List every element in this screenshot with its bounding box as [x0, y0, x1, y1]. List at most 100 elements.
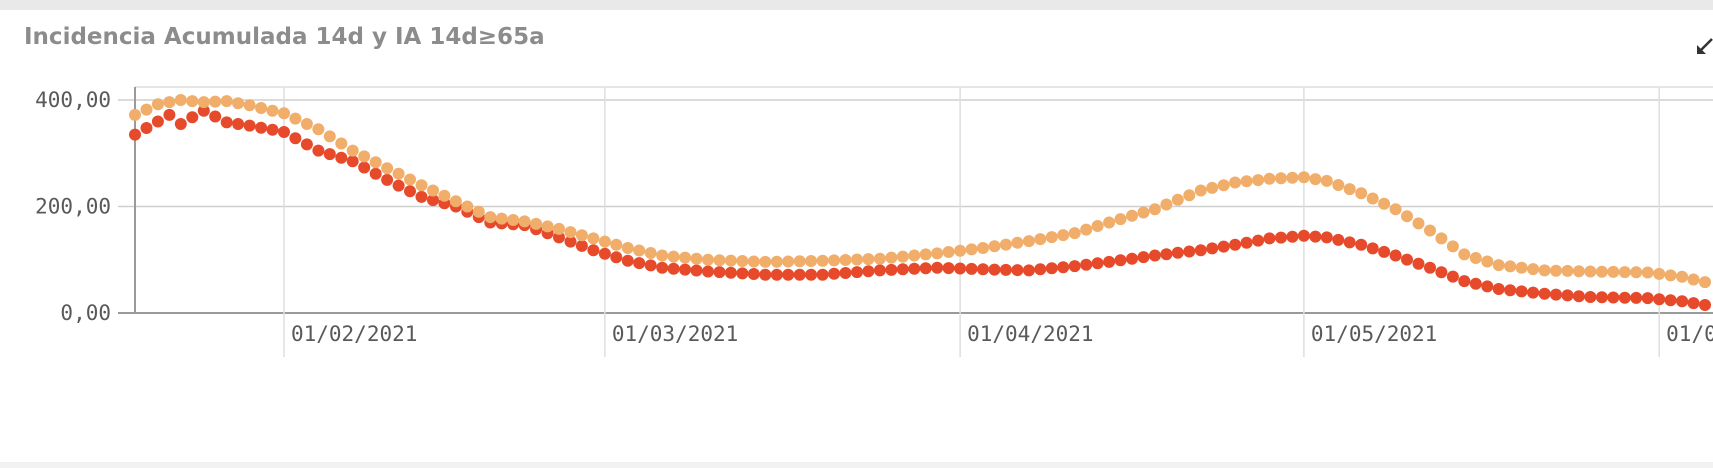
data-point[interactable] [209, 110, 222, 123]
data-point[interactable] [747, 268, 760, 280]
data-point[interactable] [656, 249, 669, 262]
data-point[interactable] [1286, 230, 1299, 243]
data-point[interactable] [1366, 192, 1379, 205]
data-point[interactable] [908, 249, 921, 262]
data-point[interactable] [1194, 244, 1207, 257]
data-point[interactable] [427, 184, 439, 197]
data-point[interactable] [1011, 264, 1024, 277]
data-point[interactable] [1263, 232, 1276, 245]
data-point[interactable] [427, 194, 439, 207]
data-point[interactable] [129, 128, 141, 141]
data-point[interactable] [1309, 230, 1322, 243]
data-point[interactable] [1183, 245, 1196, 258]
data-point[interactable] [278, 126, 290, 138]
data-point[interactable] [1618, 266, 1631, 279]
data-point[interactable] [1584, 291, 1597, 303]
data-point[interactable] [1275, 172, 1287, 185]
data-point[interactable] [1687, 297, 1700, 310]
data-point[interactable] [415, 179, 428, 192]
data-point[interactable] [1446, 270, 1459, 283]
data-point[interactable] [862, 265, 875, 278]
data-point[interactable] [805, 268, 818, 281]
data-point[interactable] [862, 253, 875, 266]
data-point[interactable] [1091, 220, 1104, 232]
data-point[interactable] [1515, 285, 1528, 298]
data-point[interactable] [1068, 227, 1081, 240]
data-point[interactable] [1561, 289, 1574, 302]
data-point[interactable] [1458, 248, 1471, 261]
data-point[interactable] [1595, 291, 1608, 304]
data-point[interactable] [1229, 176, 1242, 189]
data-point[interactable] [1469, 252, 1482, 264]
data-point[interactable] [163, 96, 176, 109]
data-point[interactable] [541, 220, 554, 233]
data-point[interactable] [484, 211, 497, 224]
data-point[interactable] [1275, 231, 1287, 244]
data-point[interactable] [1664, 269, 1677, 282]
data-point[interactable] [129, 108, 141, 121]
data-point[interactable] [988, 240, 1001, 253]
data-point[interactable] [1676, 295, 1689, 308]
data-point[interactable] [369, 156, 382, 169]
data-point[interactable] [816, 268, 829, 281]
data-point[interactable] [1446, 240, 1459, 253]
data-point[interactable] [220, 95, 233, 108]
data-point[interactable] [896, 250, 909, 263]
data-point[interactable] [1034, 263, 1047, 276]
data-point[interactable] [954, 262, 967, 275]
data-point[interactable] [999, 263, 1012, 276]
data-point[interactable] [1332, 179, 1345, 191]
data-point[interactable] [1103, 216, 1116, 229]
data-point[interactable] [358, 150, 371, 163]
data-point[interactable] [518, 215, 531, 228]
data-point[interactable] [381, 173, 394, 186]
data-point[interactable] [919, 248, 932, 261]
data-point[interactable] [1045, 231, 1058, 244]
data-point[interactable] [507, 214, 520, 226]
data-point[interactable] [1527, 286, 1540, 299]
data-point[interactable] [438, 189, 451, 202]
data-point[interactable] [243, 99, 256, 112]
data-point[interactable] [690, 252, 703, 265]
data-point[interactable] [1206, 242, 1219, 255]
data-point[interactable] [1160, 248, 1173, 261]
data-point[interactable] [335, 151, 348, 164]
data-point[interactable] [1320, 174, 1333, 187]
data-point[interactable] [793, 268, 806, 281]
data-point[interactable] [575, 229, 588, 242]
data-point[interactable] [1607, 265, 1620, 278]
data-point[interactable] [770, 255, 783, 268]
data-point[interactable] [690, 264, 703, 277]
data-point[interactable] [954, 244, 967, 257]
data-point[interactable] [724, 254, 737, 267]
data-point[interactable] [1068, 260, 1081, 273]
data-point[interactable] [266, 123, 279, 136]
data-point[interactable] [553, 222, 565, 235]
data-point[interactable] [1343, 236, 1356, 249]
data-point[interactable] [312, 144, 325, 157]
data-point[interactable] [1550, 264, 1562, 277]
data-point[interactable] [587, 244, 600, 257]
data-point[interactable] [392, 167, 405, 180]
data-point[interactable] [312, 123, 325, 136]
data-point[interactable] [1183, 189, 1196, 202]
data-point[interactable] [197, 96, 210, 109]
data-point[interactable] [1469, 277, 1482, 290]
data-point[interactable] [1538, 264, 1551, 277]
data-point[interactable] [667, 250, 680, 263]
data-point[interactable] [851, 266, 863, 279]
data-point[interactable] [197, 104, 210, 117]
data-point[interactable] [1022, 264, 1035, 277]
data-point[interactable] [770, 268, 783, 281]
data-point[interactable] [1240, 236, 1253, 249]
data-point[interactable] [1412, 217, 1425, 230]
data-point[interactable] [1630, 266, 1643, 279]
data-point[interactable] [1595, 265, 1608, 278]
data-point[interactable] [1389, 249, 1402, 262]
data-point[interactable] [1481, 255, 1494, 268]
data-point[interactable] [931, 261, 944, 274]
data-point[interactable] [1641, 266, 1654, 279]
data-point[interactable] [346, 155, 359, 168]
data-point[interactable] [724, 266, 737, 279]
data-point[interactable] [1435, 232, 1448, 245]
